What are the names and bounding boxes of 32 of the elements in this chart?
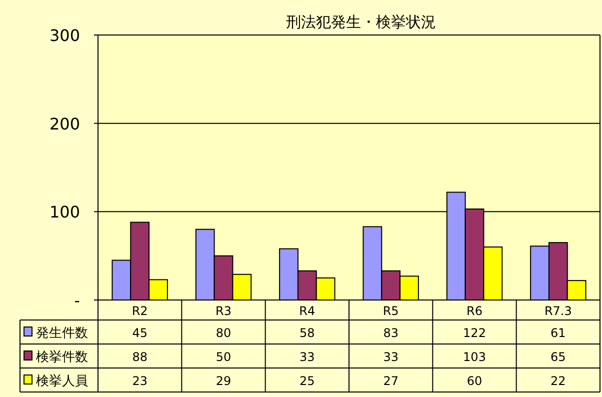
data-label: 65	[550, 350, 566, 364]
y-tick-label: -	[74, 291, 80, 310]
data-label: 27	[383, 374, 398, 388]
data-label: 22	[550, 374, 566, 388]
y-tick-label: 300	[49, 26, 80, 45]
data-label: 50	[216, 350, 232, 364]
data-label: 33	[383, 350, 398, 364]
data-label: 88	[132, 350, 148, 364]
data-label: 25	[300, 374, 315, 388]
data-label: 29	[216, 374, 232, 388]
x-tick-label: R2	[132, 304, 148, 318]
x-tick-label: R4	[299, 304, 316, 318]
data-label: 61	[550, 326, 566, 340]
legend-label: 発生件数	[36, 326, 88, 341]
x-tick-label: R3	[216, 304, 232, 318]
y-tick-label: 100	[49, 202, 80, 222]
data-label: 45	[132, 326, 148, 340]
data-label: 58	[300, 326, 315, 340]
data-label: 60	[466, 374, 482, 388]
legend-label: 検挙人員	[36, 374, 88, 389]
data-label: 80	[216, 326, 232, 340]
data-label: 33	[300, 350, 315, 364]
data-label: 103	[463, 350, 486, 364]
x-tick-label: R7.3	[544, 304, 572, 318]
legend-label: 検挙件数	[36, 350, 88, 365]
y-tick-label: 200	[49, 114, 80, 134]
data-label: 83	[383, 326, 398, 340]
data-label: 122	[463, 326, 486, 340]
chart-title: 刑法犯発生・検挙状況	[286, 13, 436, 31]
x-tick-label: R5	[382, 304, 399, 318]
x-tick-label: R6	[466, 304, 482, 318]
data-label: 23	[132, 374, 148, 388]
